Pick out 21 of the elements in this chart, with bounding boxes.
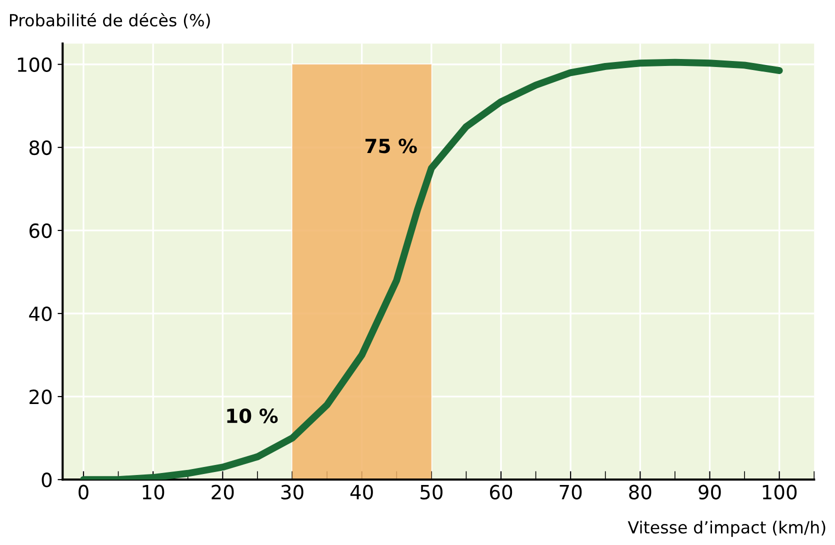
y-tick-label: 60 [30,223,52,238]
x-tick-label: 40 [350,484,373,500]
y-tick-label: 80 [29,140,52,156]
x-tick-label: 10 [142,484,164,500]
x-tick-label: 60 [490,484,512,500]
x-tick-label: 50 [420,484,442,500]
x-tick-label: 30 [281,484,304,500]
y-tick-label: 40 [29,306,52,322]
x-tick-label: 0 [78,484,88,500]
x-axis-title: Vitesse d’impact (km/h) [628,520,826,537]
y-tick-label: 0 [42,472,52,488]
annotation: 10 % [227,408,278,424]
x-tick-label: 100 [762,484,797,500]
x-tick-label: 20 [212,484,234,500]
x-tick-label: 80 [629,484,652,500]
y-tick-label: 20 [30,390,52,404]
x-tick-label: 90 [698,484,721,500]
x-tick-label: 70 [560,484,582,500]
y-tick-label: 100 [18,57,52,72]
y-axis-title: Probabilité de décès (%) [10,12,210,28]
annotation: 75 % [366,138,417,154]
